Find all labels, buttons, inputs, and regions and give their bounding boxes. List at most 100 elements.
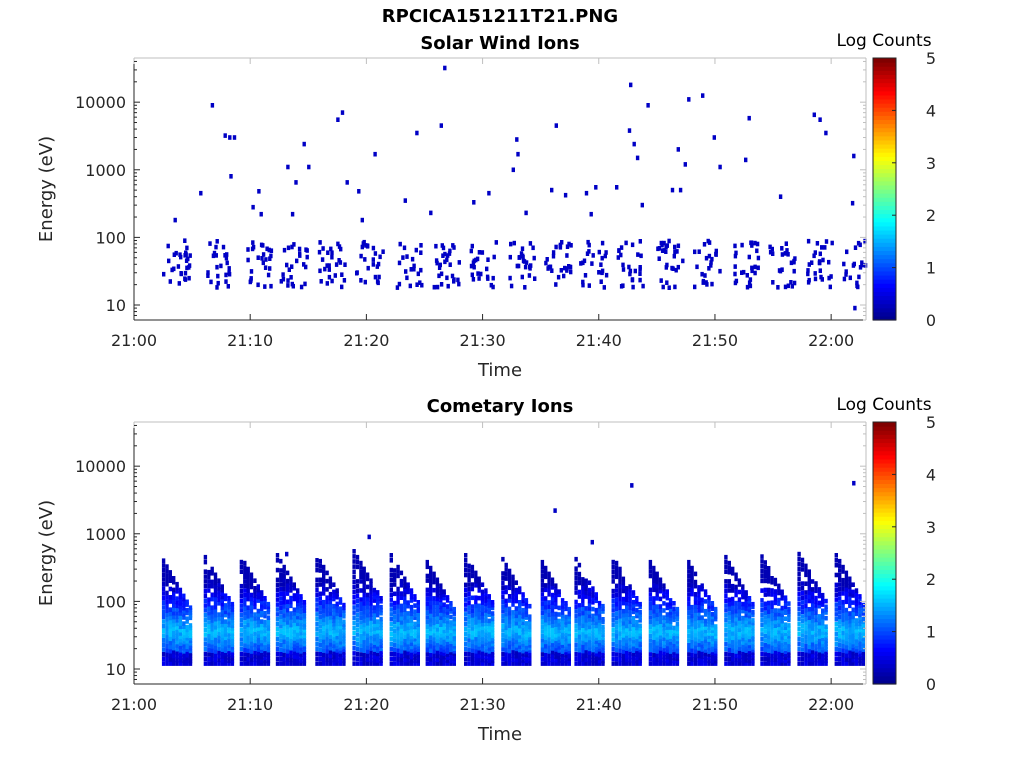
heatmap-cell	[740, 270, 744, 275]
heatmap-cell	[429, 591, 433, 597]
colorbar-segment	[873, 135, 896, 141]
heatmap-cell	[372, 587, 377, 593]
heatmap-cell	[673, 284, 677, 290]
heatmap-cell	[564, 653, 568, 658]
heatmap-cell	[520, 246, 525, 251]
colorbar-segment	[873, 94, 896, 100]
heatmap-cell	[504, 607, 508, 613]
heatmap-cell	[213, 584, 218, 590]
heatmap-cell	[707, 595, 711, 600]
heatmap-cell	[858, 652, 862, 657]
heatmap-cell	[179, 271, 183, 277]
heatmap-cell	[439, 661, 443, 666]
heatmap-cell	[724, 554, 728, 560]
heatmap-cell	[474, 649, 478, 654]
heatmap-cell	[239, 559, 244, 565]
heatmap-cell	[591, 627, 595, 632]
heatmap-cell	[763, 587, 767, 593]
heatmap-cell	[797, 636, 801, 642]
sparse-point	[257, 189, 261, 194]
heatmap-cell	[838, 563, 842, 569]
heatmap-cell	[477, 276, 481, 281]
heatmap-cell	[631, 654, 636, 660]
heatmap-cell	[574, 609, 578, 614]
heatmap-cell	[638, 277, 642, 283]
heatmap-cell	[618, 661, 622, 666]
heatmap-cell	[452, 634, 456, 639]
heatmap-cell	[668, 628, 673, 633]
heatmap-cell	[662, 633, 666, 638]
heatmap-cell	[763, 564, 767, 570]
heatmap-cell	[674, 267, 678, 273]
heatmap-cell	[403, 653, 407, 659]
heatmap-cell	[178, 604, 183, 610]
heatmap-cell	[161, 623, 166, 629]
heatmap-cell	[824, 644, 828, 649]
heatmap-cell	[352, 610, 356, 615]
heatmap-cell	[697, 623, 701, 628]
heatmap-cell	[296, 594, 300, 600]
heatmap-cell	[413, 643, 417, 648]
heatmap-cell	[352, 559, 356, 564]
heatmap-cell	[514, 661, 518, 666]
heatmap-cell	[628, 640, 632, 645]
heatmap-cell	[631, 619, 636, 624]
heatmap-cell	[399, 644, 404, 650]
heatmap-cell	[338, 624, 343, 630]
heatmap-cell	[611, 632, 615, 637]
colorbar-segment	[873, 291, 896, 297]
heatmap-cell	[296, 621, 300, 627]
heatmap-cell	[279, 600, 283, 606]
heatmap-cell	[480, 589, 485, 595]
heatmap-cell	[631, 603, 636, 608]
heatmap-cell	[213, 645, 218, 650]
heatmap-cell	[550, 634, 555, 640]
heatmap-cell	[359, 624, 363, 630]
heatmap-cell	[734, 250, 738, 256]
heatmap-cell	[185, 627, 189, 633]
heatmap-cell	[296, 604, 300, 610]
heatmap-cell	[285, 611, 290, 617]
heatmap-cell	[814, 657, 818, 663]
heatmap-cell	[693, 249, 697, 255]
heatmap-cell	[507, 652, 512, 658]
sparse-point	[683, 162, 687, 167]
heatmap-cell	[693, 596, 698, 601]
heatmap-cell	[449, 620, 453, 625]
heatmap-cell	[785, 248, 789, 253]
heatmap-cell	[564, 633, 568, 639]
heatmap-cell	[625, 593, 629, 599]
sparse-point	[852, 480, 856, 486]
sparse-point	[850, 200, 855, 206]
heatmap-cell	[767, 661, 771, 666]
heatmap-cell	[747, 622, 752, 628]
heatmap-cell	[168, 648, 172, 654]
heatmap-cell	[665, 615, 669, 621]
heatmap-cell	[442, 625, 446, 630]
heatmap-cell	[841, 613, 845, 618]
heatmap-cell	[403, 607, 407, 612]
heatmap-cell	[823, 245, 827, 250]
colorbar-segment	[873, 209, 896, 215]
heatmap-cell	[638, 271, 642, 276]
colorbar-segment	[873, 462, 896, 468]
heatmap-cell	[817, 614, 822, 619]
heatmap-cell	[797, 566, 801, 572]
heatmap-cell	[804, 581, 808, 586]
heatmap-cell	[207, 579, 211, 584]
heatmap-cell	[635, 622, 639, 628]
heatmap-cell	[230, 639, 235, 645]
heatmap-cell	[652, 570, 656, 575]
heatmap-cell	[770, 616, 774, 622]
heatmap-cell	[442, 651, 446, 657]
y-tick-label: 100	[95, 592, 126, 611]
heatmap-cell	[322, 604, 326, 609]
heatmap-cell	[332, 618, 336, 623]
heatmap-cell	[376, 612, 380, 618]
heatmap-cell	[693, 616, 698, 622]
heatmap-cell	[182, 646, 186, 651]
heatmap-cell	[246, 661, 250, 666]
heatmap-cell	[203, 603, 208, 608]
heatmap-cell	[628, 650, 632, 656]
colorbar-segment	[873, 622, 896, 628]
